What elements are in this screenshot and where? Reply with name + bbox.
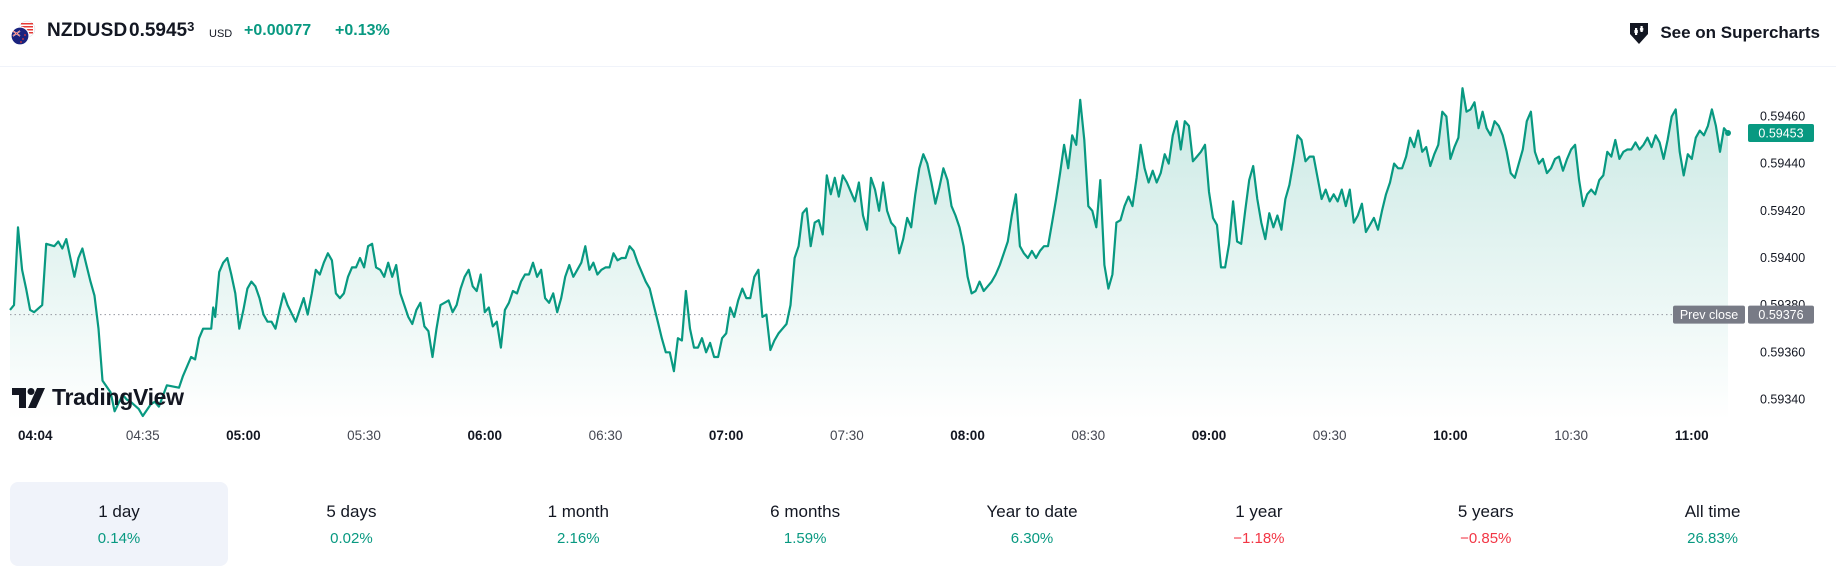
period-tab[interactable]: 1 month 2.16% bbox=[465, 482, 692, 566]
price-main: 0.5945 bbox=[129, 20, 188, 41]
x-tick-label: 10:00 bbox=[1433, 428, 1468, 443]
period-change: 0.14% bbox=[97, 530, 141, 547]
period-change: 0.02% bbox=[330, 530, 373, 547]
tradingview-logo-icon bbox=[12, 387, 45, 408]
period-tab[interactable]: 5 days 0.02% bbox=[238, 482, 465, 566]
y-tick-label: 0.59360 bbox=[1760, 345, 1805, 359]
y-tick-label: 0.59340 bbox=[1760, 392, 1805, 406]
current-price: 0.59453 bbox=[129, 19, 195, 42]
x-tick-label: 07:00 bbox=[709, 428, 744, 443]
supercharts-label: See on Supercharts bbox=[1660, 23, 1820, 42]
period-change: 1.59% bbox=[783, 530, 827, 547]
x-tick-label: 11:00 bbox=[1675, 428, 1709, 443]
price-area-fill bbox=[10, 88, 1728, 420]
price-chart[interactable]: 0.594600.594400.594200.594000.593800.593… bbox=[0, 66, 1836, 466]
period-change: 26.83% bbox=[1687, 530, 1739, 547]
period-label: Year to date bbox=[986, 502, 1078, 521]
last-price-dot bbox=[1725, 129, 1731, 136]
tradingview-logo: TradingView bbox=[12, 384, 184, 411]
period-label: 5 years bbox=[1457, 502, 1514, 521]
supercharts-icon bbox=[1630, 23, 1649, 44]
price-line bbox=[9, 87, 1729, 418]
nzd-usd-flag-icon bbox=[10, 20, 36, 46]
period-tab[interactable]: 6 months 1.59% bbox=[692, 482, 919, 566]
performance-periods: 1 day 0.14% 5 days 0.02% 1 month 2.16% 6 month… bbox=[10, 482, 1826, 566]
symbol-name: NZDUSD bbox=[47, 20, 128, 41]
price-change-percent: +0.13% bbox=[335, 22, 390, 39]
period-change: −0.85% bbox=[1460, 530, 1512, 547]
x-tick-label: 06:00 bbox=[467, 428, 502, 443]
period-label: All time bbox=[1684, 502, 1741, 521]
x-tick-label: 06:30 bbox=[589, 428, 623, 443]
x-tick-label: 04:04 bbox=[18, 428, 53, 443]
x-tick-label: 08:00 bbox=[950, 428, 985, 443]
x-tick-label: 05:30 bbox=[347, 428, 381, 443]
period-change: 2.16% bbox=[557, 530, 600, 547]
symbol-header: NZDUSD 0.59453 USD +0.00077 +0.13% See o… bbox=[0, 0, 1836, 67]
x-tick-label: 10:30 bbox=[1554, 428, 1588, 443]
last-price-label: 0.59453 bbox=[1758, 126, 1803, 140]
y-tick-label: 0.59420 bbox=[1760, 204, 1805, 218]
period-label: 1 year bbox=[1235, 502, 1283, 521]
x-tick-label: 07:30 bbox=[830, 428, 864, 443]
period-label: 1 day bbox=[98, 502, 140, 521]
period-change: 6.30% bbox=[1010, 530, 1054, 547]
period-tab[interactable]: Year to date 6.30% bbox=[919, 482, 1146, 566]
period-tab[interactable]: 1 day 0.14% bbox=[10, 482, 228, 566]
period-label: 1 month bbox=[547, 502, 609, 521]
period-tab[interactable]: 5 years −0.85% bbox=[1372, 482, 1599, 566]
x-tick-label: 09:00 bbox=[1192, 428, 1227, 443]
prev-close-tag bbox=[1673, 305, 1745, 324]
price-superscript: 3 bbox=[187, 19, 195, 34]
y-tick-label: 0.59400 bbox=[1760, 251, 1805, 265]
price-change: +0.00077 bbox=[244, 22, 312, 39]
x-tick-label: 09:30 bbox=[1313, 428, 1347, 443]
period-label: 6 months bbox=[770, 502, 841, 521]
y-tick-label: 0.59460 bbox=[1760, 109, 1805, 123]
prev-close-value-tag bbox=[1748, 305, 1814, 324]
period-change: −1.18% bbox=[1233, 530, 1285, 547]
prev-close-label: Prev close bbox=[1680, 308, 1738, 322]
period-label: 5 days bbox=[326, 502, 377, 521]
last-price-tag bbox=[1748, 123, 1814, 142]
x-tick-label: 08:30 bbox=[1071, 428, 1105, 443]
x-tick-label: 05:00 bbox=[226, 428, 261, 443]
period-tab[interactable]: 1 year −1.18% bbox=[1145, 482, 1372, 566]
prev-close-value: 0.59376 bbox=[1758, 308, 1803, 322]
price-currency: USD bbox=[209, 28, 233, 40]
x-tick-label: 04:35 bbox=[126, 428, 160, 443]
see-on-supercharts-button[interactable]: See on Supercharts bbox=[1626, 18, 1820, 48]
tradingview-logo-text: TradingView bbox=[52, 384, 184, 410]
y-tick-label: 0.59440 bbox=[1760, 157, 1805, 171]
period-tab[interactable]: All time 26.83% bbox=[1599, 482, 1826, 566]
